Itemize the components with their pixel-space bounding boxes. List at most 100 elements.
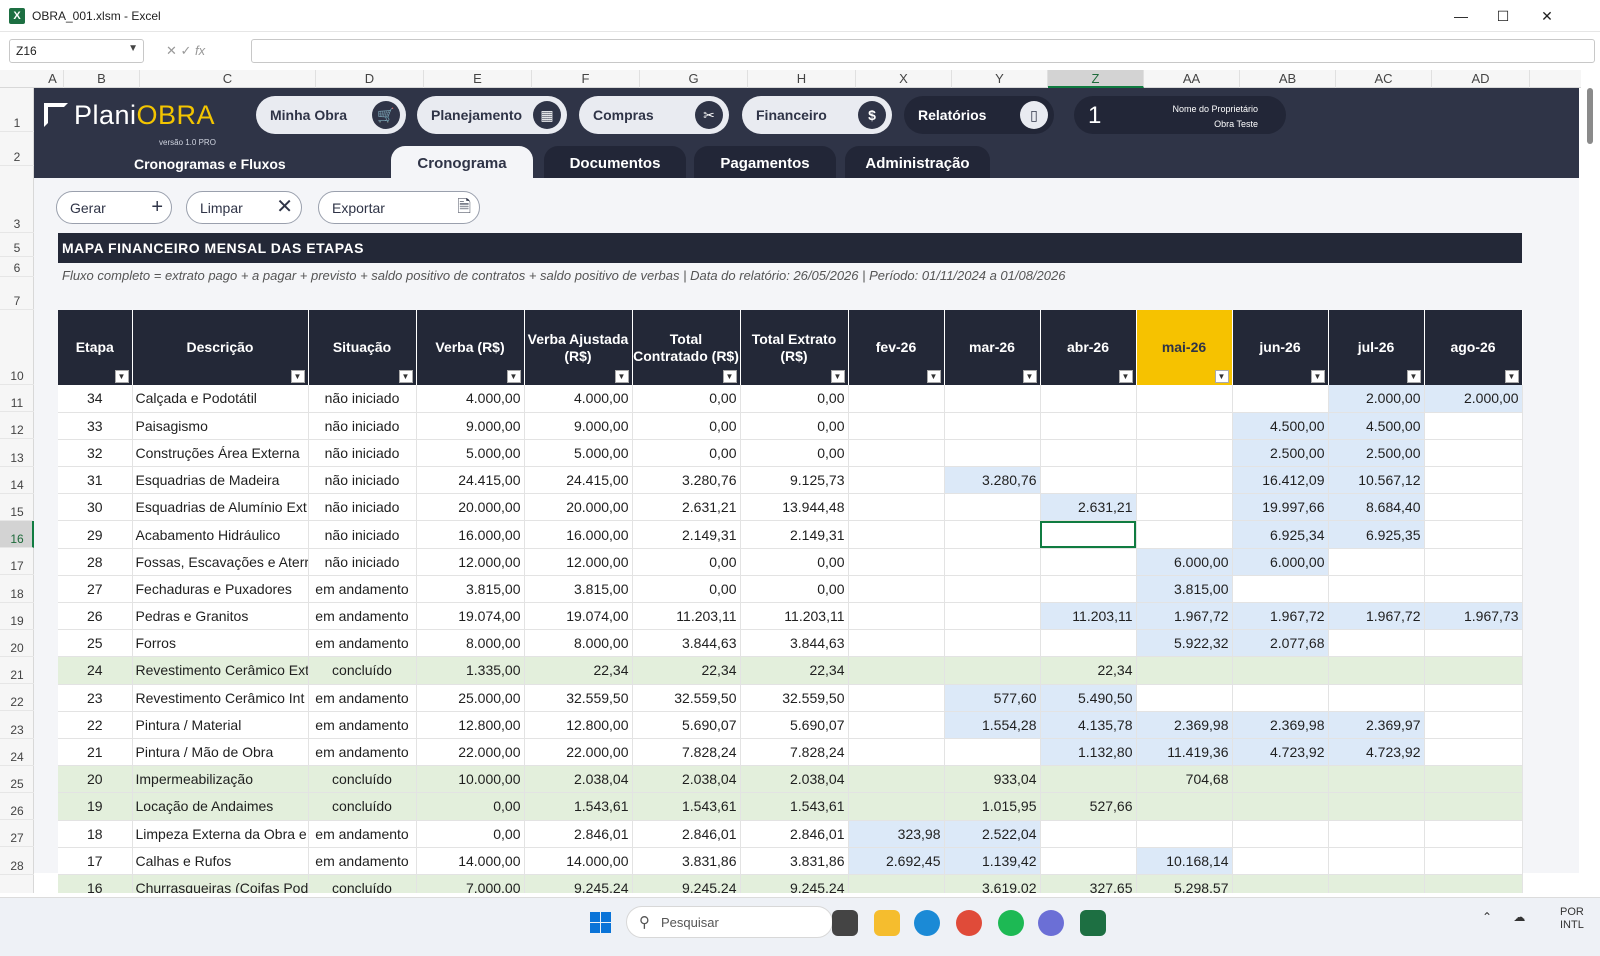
month-value-cell[interactable] xyxy=(1232,684,1329,712)
month-value-cell[interactable] xyxy=(944,656,1041,685)
total-extrato-cell[interactable]: 5.690,07 xyxy=(740,711,849,739)
status-cell[interactable]: não iniciado xyxy=(308,520,417,549)
description-cell[interactable]: Calhas e Rufos xyxy=(132,847,309,875)
month-value-cell[interactable] xyxy=(1040,629,1137,658)
tab-documentos[interactable]: Documentos xyxy=(544,146,686,178)
verba-ajustada-cell[interactable]: 12.000,00 xyxy=(524,548,633,576)
month-value-cell[interactable] xyxy=(1424,765,1523,794)
total-contratado-cell[interactable]: 2.631,21 xyxy=(632,493,741,522)
month-value-cell[interactable] xyxy=(1136,656,1233,685)
verba-cell[interactable]: 14.000,00 xyxy=(416,847,525,875)
total-contratado-cell[interactable]: 7.828,24 xyxy=(632,738,741,767)
column-header-z[interactable]: Z xyxy=(1048,70,1144,88)
filter-dropdown-icon[interactable]: ▼ xyxy=(722,370,737,383)
filter-dropdown-icon[interactable]: ▼ xyxy=(1022,370,1037,383)
total-extrato-cell[interactable]: 0,00 xyxy=(740,385,849,413)
month-value-cell[interactable] xyxy=(848,684,945,712)
month-value-cell[interactable]: 1.967,72 xyxy=(1328,602,1425,631)
row-header-15[interactable]: 15 xyxy=(0,494,34,521)
month-value-cell[interactable] xyxy=(1328,548,1425,576)
column-header-ad[interactable]: AD xyxy=(1432,70,1530,88)
month-value-cell[interactable] xyxy=(944,602,1041,631)
month-value-cell[interactable] xyxy=(848,520,945,549)
nav-relatorios[interactable]: Relatórios ▯ xyxy=(904,96,1054,134)
month-value-cell[interactable] xyxy=(1424,520,1523,549)
total-extrato-cell[interactable]: 0,00 xyxy=(740,439,849,468)
month-value-cell[interactable] xyxy=(1424,548,1523,576)
verba-ajustada-cell[interactable]: 16.000,00 xyxy=(524,520,633,549)
verba-cell[interactable]: 20.000,00 xyxy=(416,493,525,522)
month-value-cell[interactable] xyxy=(1040,439,1137,468)
status-cell[interactable]: em andamento xyxy=(308,847,417,875)
month-value-cell[interactable]: 10.168,14 xyxy=(1136,847,1233,875)
status-cell[interactable]: não iniciado xyxy=(308,412,417,440)
month-value-cell[interactable] xyxy=(1424,439,1523,468)
filter-dropdown-icon[interactable]: ▼ xyxy=(1406,370,1421,383)
month-value-cell[interactable] xyxy=(1040,385,1137,413)
month-value-cell[interactable]: 933,04 xyxy=(944,765,1041,794)
month-value-cell[interactable]: 1.015,95 xyxy=(944,792,1041,821)
verba-cell[interactable]: 1.335,00 xyxy=(416,656,525,685)
etapa-cell[interactable]: 16 xyxy=(58,874,133,893)
row-header-19[interactable]: 19 xyxy=(0,603,34,630)
column-header-aa[interactable]: AA xyxy=(1144,70,1240,88)
filter-dropdown-icon[interactable]: ▼ xyxy=(926,370,941,383)
month-value-cell[interactable] xyxy=(944,738,1041,767)
description-cell[interactable]: Pedras e Granitos xyxy=(132,602,309,631)
month-value-cell[interactable] xyxy=(1136,493,1233,522)
verba-cell[interactable]: 5.000,00 xyxy=(416,439,525,468)
month-value-cell[interactable] xyxy=(1232,385,1329,413)
total-extrato-cell[interactable]: 3.844,63 xyxy=(740,629,849,658)
total-extrato-cell[interactable]: 2.149,31 xyxy=(740,520,849,549)
cloud-icon[interactable]: ☁ xyxy=(1513,910,1526,924)
month-value-cell[interactable] xyxy=(1424,847,1523,875)
month-value-cell[interactable] xyxy=(1040,412,1137,440)
month-value-cell[interactable] xyxy=(1136,792,1233,821)
description-cell[interactable]: Forros xyxy=(132,629,309,658)
verba-cell[interactable]: 9.000,00 xyxy=(416,412,525,440)
column-header-e[interactable]: E xyxy=(424,70,532,88)
chevron-down-icon[interactable]: ▼ xyxy=(128,43,138,54)
status-cell[interactable]: concluído xyxy=(308,765,417,794)
tab-administracao[interactable]: Administração xyxy=(845,146,990,178)
month-value-cell[interactable] xyxy=(1328,629,1425,658)
month-value-cell[interactable] xyxy=(1232,792,1329,821)
verba-cell[interactable]: 24.415,00 xyxy=(416,466,525,495)
teams-icon[interactable] xyxy=(1038,910,1064,936)
close-button[interactable]: ✕ xyxy=(1541,8,1553,24)
month-value-cell[interactable] xyxy=(848,548,945,576)
month-value-cell[interactable] xyxy=(1424,466,1523,495)
total-contratado-cell[interactable]: 2.149,31 xyxy=(632,520,741,549)
status-cell[interactable]: em andamento xyxy=(308,711,417,739)
filter-dropdown-icon[interactable]: ▼ xyxy=(506,370,521,383)
month-value-cell[interactable] xyxy=(1424,629,1523,658)
total-contratado-cell[interactable]: 0,00 xyxy=(632,385,741,413)
month-value-cell[interactable]: 6.000,00 xyxy=(1232,548,1329,576)
month-value-cell[interactable] xyxy=(944,575,1041,604)
row-header-13[interactable]: 13 xyxy=(0,439,34,467)
description-cell[interactable]: Pintura / Mão de Obra xyxy=(132,738,309,767)
verba-ajustada-cell[interactable]: 22,34 xyxy=(524,656,633,685)
month-value-cell[interactable]: 8.684,40 xyxy=(1328,493,1425,522)
month-value-cell[interactable]: 16.412,09 xyxy=(1232,466,1329,495)
total-contratado-cell[interactable]: 9.245,24 xyxy=(632,874,741,893)
row-header-21[interactable]: 21 xyxy=(0,657,34,685)
total-contratado-cell[interactable]: 22,34 xyxy=(632,656,741,685)
status-cell[interactable]: concluído xyxy=(308,656,417,685)
month-value-cell[interactable]: 3.280,76 xyxy=(944,466,1041,495)
maximize-button[interactable]: ☐ xyxy=(1496,8,1510,24)
filter-dropdown-icon[interactable]: ▼ xyxy=(1214,370,1229,383)
column-header-a[interactable]: A xyxy=(42,70,64,88)
month-value-cell[interactable]: 4.500,00 xyxy=(1232,412,1329,440)
column-header-h[interactable]: H xyxy=(748,70,856,88)
status-cell[interactable]: não iniciado xyxy=(308,466,417,495)
verba-ajustada-cell[interactable]: 4.000,00 xyxy=(524,385,633,413)
month-value-cell[interactable] xyxy=(1424,792,1523,821)
month-value-cell[interactable]: 5.490,50 xyxy=(1040,684,1137,712)
month-value-cell[interactable] xyxy=(1040,548,1137,576)
verba-ajustada-cell[interactable]: 9.000,00 xyxy=(524,412,633,440)
month-value-cell[interactable] xyxy=(848,874,945,893)
month-value-cell[interactable] xyxy=(848,493,945,522)
total-extrato-cell[interactable]: 3.831,86 xyxy=(740,847,849,875)
filter-dropdown-icon[interactable]: ▼ xyxy=(614,370,629,383)
